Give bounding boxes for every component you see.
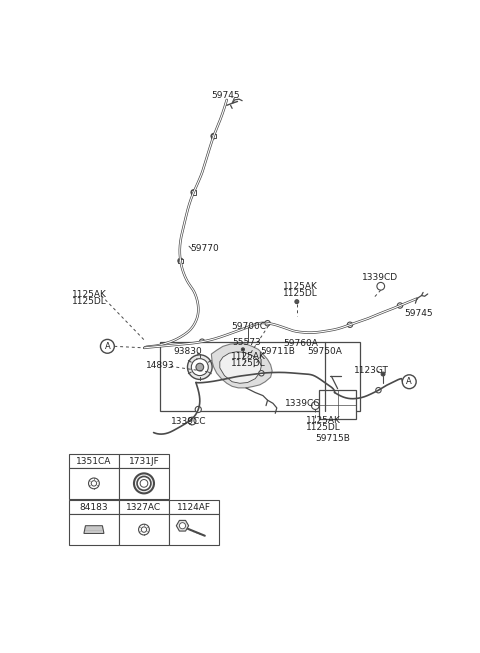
Circle shape [178,258,183,264]
Bar [192,190,196,195]
Circle shape [376,387,381,393]
Circle shape [397,303,403,308]
Circle shape [196,363,204,371]
Circle shape [211,133,216,139]
Bar [169,514,219,545]
Circle shape [295,300,299,304]
Circle shape [402,375,416,389]
Bar [69,468,119,499]
Text: 1125AK: 1125AK [306,417,341,425]
Circle shape [199,339,205,344]
Text: A: A [105,342,110,351]
Text: 59700C: 59700C [231,322,266,330]
Circle shape [100,340,114,353]
Circle shape [141,527,147,532]
Text: 1125AK: 1125AK [283,282,318,291]
Circle shape [134,473,154,494]
Circle shape [347,322,353,327]
Text: 1125DL: 1125DL [230,358,265,368]
Bar [169,500,219,514]
Text: 84183: 84183 [80,503,108,512]
Bar [178,259,183,263]
Circle shape [265,321,270,326]
Text: 59750A: 59750A [308,347,342,356]
Bar [69,454,119,468]
Text: 1123GT: 1123GT [354,366,389,375]
Circle shape [140,479,148,487]
Text: 1124AF: 1124AF [177,503,211,512]
Polygon shape [84,526,104,534]
Circle shape [139,524,149,535]
Text: 1125DL: 1125DL [72,297,107,306]
Text: 59770: 59770 [191,244,219,253]
Text: 59745: 59745 [405,310,433,319]
Circle shape [91,481,96,486]
Bar [119,500,169,514]
Bar [119,454,169,468]
Bar [119,468,169,499]
Circle shape [188,355,212,379]
Polygon shape [176,520,189,531]
Polygon shape [220,352,262,383]
Text: 55573: 55573 [232,338,261,347]
Text: 93830: 93830 [174,347,203,356]
Circle shape [241,348,244,351]
Circle shape [191,189,196,195]
Text: 1731JF: 1731JF [129,456,159,466]
Text: 59760A: 59760A [283,339,318,347]
Text: 1125DL: 1125DL [306,423,341,432]
Text: 59715B: 59715B [315,434,350,443]
Bar [319,390,356,419]
Bar [69,514,119,545]
Bar [160,342,360,411]
Circle shape [312,402,319,409]
Circle shape [259,370,264,376]
Text: 14893: 14893 [146,361,175,370]
Circle shape [88,478,99,488]
Bar [119,514,169,545]
Circle shape [192,358,208,375]
Bar [69,500,119,514]
Circle shape [195,406,201,413]
Text: 1351CA: 1351CA [76,456,112,466]
Text: 1339CC: 1339CC [285,400,320,408]
Circle shape [180,522,186,529]
Polygon shape [211,343,272,388]
Text: 1327AC: 1327AC [126,503,162,512]
Text: 59745: 59745 [211,91,240,101]
Circle shape [381,372,385,376]
Text: 1125AK: 1125AK [72,290,107,299]
Text: 59711B: 59711B [260,347,295,356]
Circle shape [188,417,196,425]
Text: 1339CD: 1339CD [361,273,397,282]
Text: 1125DL: 1125DL [283,289,318,298]
Text: 1339CC: 1339CC [171,417,207,426]
Bar [211,134,216,138]
Text: 1125AK: 1125AK [230,352,265,360]
Circle shape [377,282,384,290]
Circle shape [137,477,151,490]
Text: A: A [407,377,412,386]
